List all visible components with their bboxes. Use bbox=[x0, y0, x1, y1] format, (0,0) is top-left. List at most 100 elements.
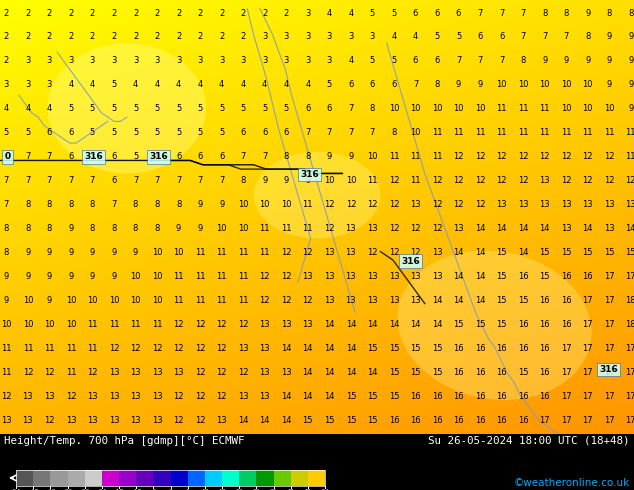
Text: 5: 5 bbox=[327, 80, 332, 90]
Text: 13: 13 bbox=[540, 200, 550, 209]
Text: 15: 15 bbox=[367, 392, 378, 401]
Text: -18: -18 bbox=[113, 489, 125, 490]
Text: 2: 2 bbox=[240, 32, 246, 42]
Text: 9: 9 bbox=[607, 56, 612, 66]
Text: 16: 16 bbox=[475, 368, 486, 377]
Text: 17: 17 bbox=[540, 416, 550, 425]
Text: 30: 30 bbox=[252, 489, 260, 490]
Text: 7: 7 bbox=[90, 176, 95, 185]
Text: 13: 13 bbox=[432, 272, 443, 281]
Text: 15: 15 bbox=[367, 344, 378, 353]
Text: 9: 9 bbox=[564, 56, 569, 66]
Text: 12: 12 bbox=[475, 152, 486, 161]
Text: 4: 4 bbox=[262, 80, 268, 90]
Text: 17: 17 bbox=[583, 368, 593, 377]
Text: 6: 6 bbox=[370, 80, 375, 90]
Text: 14: 14 bbox=[346, 320, 356, 329]
Text: 13: 13 bbox=[130, 392, 141, 401]
Text: 13: 13 bbox=[583, 200, 593, 209]
Bar bbox=[85, 470, 102, 486]
Text: 54: 54 bbox=[321, 489, 329, 490]
Text: 7: 7 bbox=[327, 128, 332, 137]
Text: 5: 5 bbox=[112, 128, 117, 137]
Text: 7: 7 bbox=[370, 128, 375, 137]
Text: 8: 8 bbox=[283, 152, 289, 161]
Text: 13: 13 bbox=[44, 392, 55, 401]
Text: 7: 7 bbox=[542, 32, 547, 42]
Text: 5: 5 bbox=[176, 104, 181, 113]
Text: 3: 3 bbox=[262, 56, 268, 66]
Text: 13: 13 bbox=[23, 416, 33, 425]
Text: 5: 5 bbox=[198, 128, 203, 137]
Text: 7: 7 bbox=[413, 80, 418, 90]
Text: 12: 12 bbox=[346, 200, 356, 209]
Text: 3: 3 bbox=[305, 56, 311, 66]
Text: 8: 8 bbox=[68, 200, 74, 209]
Text: 6: 6 bbox=[305, 104, 311, 113]
Text: 14: 14 bbox=[238, 416, 249, 425]
Text: 10: 10 bbox=[410, 104, 421, 113]
Text: 3: 3 bbox=[68, 56, 74, 66]
Text: 48: 48 bbox=[304, 489, 311, 490]
Bar bbox=[290, 470, 308, 486]
Text: 4: 4 bbox=[68, 80, 74, 90]
Text: 15: 15 bbox=[346, 392, 356, 401]
Text: 15: 15 bbox=[324, 416, 335, 425]
Text: 17: 17 bbox=[583, 416, 593, 425]
Text: 9: 9 bbox=[607, 80, 612, 90]
Text: 17: 17 bbox=[583, 320, 593, 329]
Text: 10: 10 bbox=[1, 320, 11, 329]
Text: 3: 3 bbox=[262, 32, 268, 42]
Text: 14: 14 bbox=[583, 224, 593, 233]
Bar bbox=[16, 470, 325, 486]
Ellipse shape bbox=[254, 152, 380, 239]
Text: 3: 3 bbox=[25, 80, 30, 90]
Text: 2: 2 bbox=[90, 8, 95, 18]
Text: 5: 5 bbox=[391, 8, 397, 18]
Text: 6: 6 bbox=[219, 152, 224, 161]
Text: 12: 12 bbox=[302, 296, 313, 305]
Text: 14: 14 bbox=[496, 224, 507, 233]
Text: 2: 2 bbox=[198, 8, 203, 18]
Text: 11: 11 bbox=[238, 248, 249, 257]
Text: -6: -6 bbox=[150, 489, 157, 490]
Text: 7: 7 bbox=[240, 152, 246, 161]
Text: 7: 7 bbox=[112, 200, 117, 209]
Text: 3: 3 bbox=[155, 56, 160, 66]
Text: 16: 16 bbox=[583, 272, 593, 281]
Text: 13: 13 bbox=[496, 200, 507, 209]
Text: 2: 2 bbox=[25, 8, 30, 18]
Text: 4: 4 bbox=[391, 32, 397, 42]
Text: 12: 12 bbox=[626, 176, 634, 185]
Text: 12: 12 bbox=[216, 368, 227, 377]
Text: 17: 17 bbox=[583, 344, 593, 353]
Text: 12: 12 bbox=[324, 224, 335, 233]
Text: 3: 3 bbox=[47, 80, 52, 90]
Text: 10: 10 bbox=[152, 296, 162, 305]
Text: 7: 7 bbox=[4, 176, 9, 185]
Text: 15: 15 bbox=[496, 248, 507, 257]
Text: 10: 10 bbox=[66, 320, 76, 329]
Text: 13: 13 bbox=[367, 272, 378, 281]
Text: 13: 13 bbox=[238, 392, 249, 401]
Text: 17: 17 bbox=[626, 392, 634, 401]
Text: 13: 13 bbox=[130, 416, 141, 425]
Text: -48: -48 bbox=[27, 489, 39, 490]
Text: 13: 13 bbox=[108, 368, 119, 377]
Text: 11: 11 bbox=[518, 104, 528, 113]
Text: 11: 11 bbox=[87, 344, 98, 353]
Text: 3: 3 bbox=[176, 56, 181, 66]
Text: 4: 4 bbox=[25, 104, 30, 113]
Text: 10: 10 bbox=[152, 272, 162, 281]
Text: 9: 9 bbox=[198, 224, 203, 233]
Text: 10: 10 bbox=[432, 104, 443, 113]
Text: 18: 18 bbox=[626, 320, 634, 329]
Text: 10: 10 bbox=[389, 104, 399, 113]
Text: 12: 12 bbox=[475, 176, 486, 185]
Text: 5: 5 bbox=[133, 128, 138, 137]
Text: 9: 9 bbox=[4, 272, 9, 281]
Text: 11: 11 bbox=[1, 344, 11, 353]
Text: 12: 12 bbox=[195, 368, 205, 377]
Text: 16: 16 bbox=[496, 344, 507, 353]
Text: 3: 3 bbox=[305, 8, 311, 18]
